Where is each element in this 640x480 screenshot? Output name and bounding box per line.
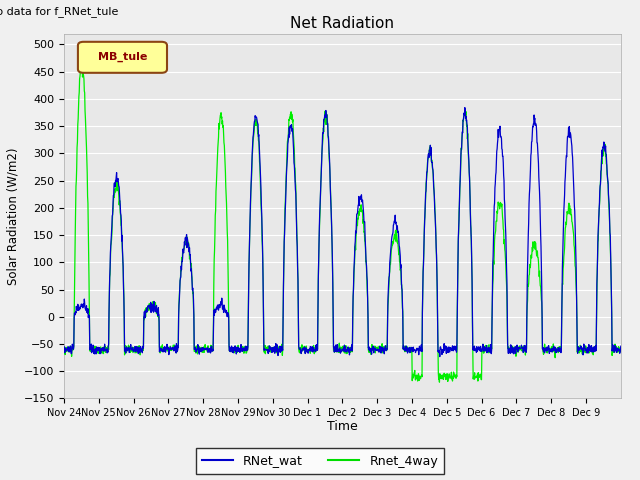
Rnet_4way	[436, 379, 444, 385]
RNet_wat	[556, 345, 564, 351]
Rnet_4way	[611, 346, 618, 352]
Rnet_4way	[60, 345, 68, 350]
RNet_wat	[474, 347, 482, 353]
RNet_wat	[617, 343, 625, 349]
Line: Rnet_4way: Rnet_4way	[64, 62, 621, 382]
RNet_wat	[436, 354, 444, 360]
RNet_wat	[317, 172, 325, 178]
RNet_wat	[60, 344, 68, 349]
Rnet_4way	[617, 346, 625, 351]
Rnet_4way	[328, 240, 336, 246]
RNet_wat	[611, 349, 618, 355]
Rnet_4way	[78, 59, 86, 65]
Rnet_4way	[474, 374, 482, 380]
Line: RNet_wat: RNet_wat	[64, 108, 621, 357]
Text: No data for f_RNet_tule: No data for f_RNet_tule	[0, 6, 118, 17]
Rnet_4way	[148, 306, 156, 312]
Legend: RNet_wat, Rnet_4way: RNet_wat, Rnet_4way	[196, 448, 444, 474]
Rnet_4way	[556, 348, 564, 354]
RNet_wat	[461, 105, 468, 110]
Y-axis label: Solar Radiation (W/m2): Solar Radiation (W/m2)	[7, 147, 20, 285]
Title: Net Radiation: Net Radiation	[291, 16, 394, 31]
X-axis label: Time: Time	[327, 420, 358, 432]
Rnet_4way	[317, 161, 325, 167]
FancyBboxPatch shape	[78, 42, 167, 73]
Text: MB_tule: MB_tule	[98, 52, 147, 62]
RNet_wat	[147, 310, 155, 315]
RNet_wat	[328, 225, 335, 230]
